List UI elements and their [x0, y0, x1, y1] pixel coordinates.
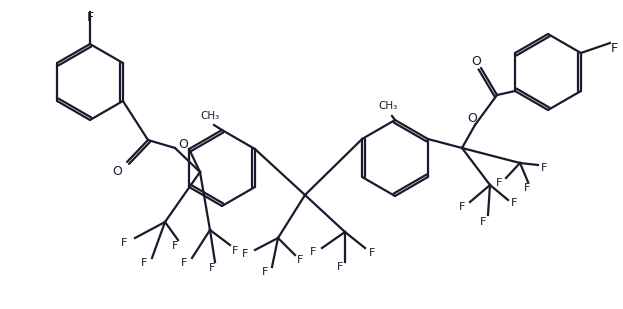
Text: F: F	[459, 202, 465, 212]
Text: F: F	[524, 183, 530, 193]
Text: CH₃: CH₃	[201, 111, 220, 121]
Text: O: O	[112, 164, 122, 177]
Text: F: F	[121, 238, 127, 248]
Text: F: F	[541, 163, 547, 173]
Text: F: F	[511, 198, 517, 208]
Text: F: F	[181, 258, 187, 268]
Text: F: F	[611, 41, 617, 54]
Text: F: F	[232, 246, 238, 256]
Text: F: F	[369, 248, 375, 258]
Text: CH₃: CH₃	[378, 101, 397, 111]
Text: F: F	[262, 267, 268, 277]
Text: F: F	[496, 178, 502, 188]
Text: O: O	[467, 112, 477, 125]
Text: O: O	[178, 138, 188, 150]
Text: F: F	[141, 258, 147, 268]
Text: F: F	[87, 11, 93, 23]
Text: F: F	[242, 249, 248, 259]
Text: O: O	[471, 54, 481, 67]
Text: F: F	[172, 241, 178, 251]
Text: F: F	[310, 247, 316, 257]
Text: F: F	[480, 217, 486, 227]
Text: F: F	[337, 262, 343, 272]
Text: F: F	[209, 263, 215, 273]
Text: F: F	[297, 255, 303, 265]
